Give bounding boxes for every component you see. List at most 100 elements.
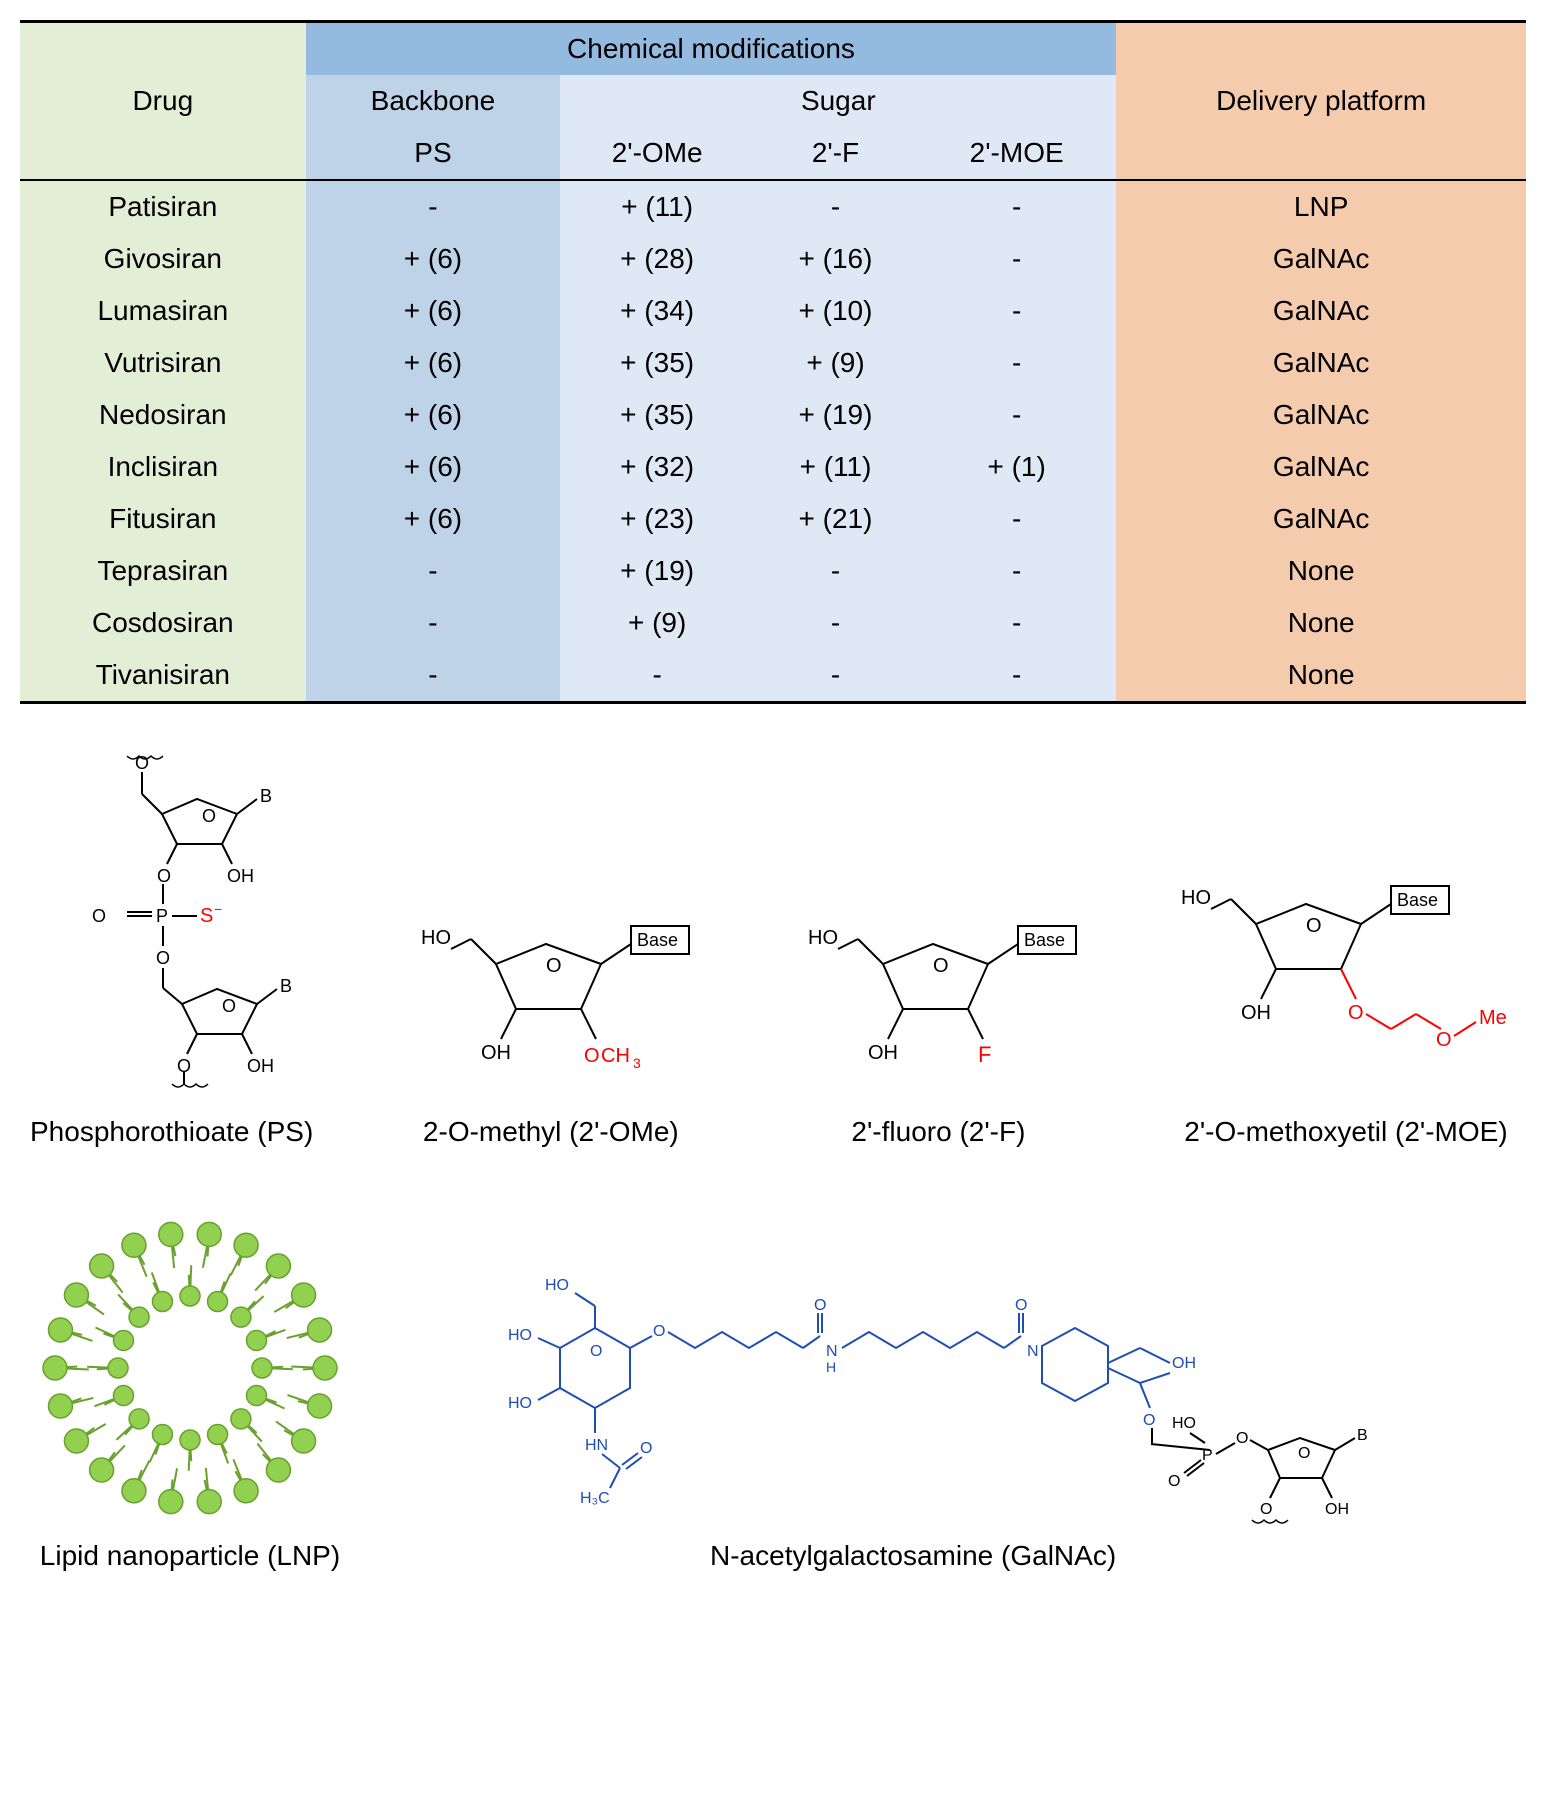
svg-text:O: O bbox=[1436, 1029, 1452, 1051]
svg-text:O: O bbox=[157, 866, 171, 886]
svg-text:OH: OH bbox=[1241, 1002, 1271, 1024]
cell-f: + (16) bbox=[754, 233, 917, 285]
svg-text:−: − bbox=[214, 901, 222, 917]
cell-delivery: GalNAc bbox=[1116, 233, 1526, 285]
subheader-ome: 2'-OMe bbox=[560, 127, 754, 180]
cell-moe: - bbox=[917, 649, 1116, 703]
ps-label: Phosphorothioate (PS) bbox=[30, 1116, 313, 1148]
table-row: Cosdosiran-+ (9)--None bbox=[20, 597, 1526, 649]
cell-moe: - bbox=[917, 233, 1116, 285]
modifications-table: Drug Chemical modifications Delivery pla… bbox=[20, 20, 1526, 704]
cell-f: + (11) bbox=[754, 441, 917, 493]
svg-text:B: B bbox=[1357, 1427, 1368, 1444]
header-chemical-modifications: Chemical modifications bbox=[306, 22, 1117, 76]
svg-text:O: O bbox=[1236, 1430, 1248, 1447]
cell-moe: - bbox=[917, 285, 1116, 337]
cell-drug: Nedosiran bbox=[20, 389, 306, 441]
cell-delivery: GalNAc bbox=[1116, 337, 1526, 389]
svg-text:B: B bbox=[260, 786, 272, 806]
subheader-f: 2'-F bbox=[754, 127, 917, 180]
ome-structure-icon: O HO Base OH O CH 3 bbox=[401, 854, 701, 1104]
cell-moe: + (1) bbox=[917, 441, 1116, 493]
cell-moe: - bbox=[917, 180, 1116, 233]
svg-text:O: O bbox=[1143, 1412, 1155, 1429]
table-row: Fitusiran+ (6)+ (23)+ (21)-GalNAc bbox=[20, 493, 1526, 545]
svg-text:O: O bbox=[1298, 1445, 1310, 1462]
cell-moe: - bbox=[917, 597, 1116, 649]
cell-drug: Patisiran bbox=[20, 180, 306, 233]
cell-delivery: LNP bbox=[1116, 180, 1526, 233]
subheader-ps: PS bbox=[306, 127, 561, 180]
svg-text:O: O bbox=[814, 1297, 826, 1314]
svg-text:H₃C: H₃C bbox=[580, 1490, 610, 1507]
header-drug: Drug bbox=[20, 22, 306, 181]
table-row: Teprasiran-+ (19)--None bbox=[20, 545, 1526, 597]
svg-text:O: O bbox=[202, 806, 216, 826]
cell-ome: + (11) bbox=[560, 180, 754, 233]
galnac-label: N-acetylgalactosamine (GalNAc) bbox=[710, 1540, 1116, 1572]
svg-text:HO: HO bbox=[808, 927, 838, 949]
f-label: 2'-fluoro (2'-F) bbox=[851, 1116, 1025, 1148]
cell-moe: - bbox=[917, 545, 1116, 597]
svg-text:OH: OH bbox=[481, 1042, 511, 1064]
header-sugar: Sugar bbox=[560, 75, 1116, 127]
svg-text:O: O bbox=[156, 948, 170, 968]
cell-ps: - bbox=[306, 545, 561, 597]
diagram-lnp: Lipid nanoparticle (LNP) bbox=[30, 1208, 350, 1572]
cell-drug: Inclisiran bbox=[20, 441, 306, 493]
subheader-moe: 2'-MOE bbox=[917, 127, 1116, 180]
cell-ome: + (35) bbox=[560, 337, 754, 389]
cell-f: + (21) bbox=[754, 493, 917, 545]
svg-text:N: N bbox=[826, 1343, 838, 1360]
svg-text:F: F bbox=[978, 1042, 991, 1067]
cell-drug: Lumasiran bbox=[20, 285, 306, 337]
cell-delivery: None bbox=[1116, 649, 1526, 703]
svg-text:HO: HO bbox=[1181, 887, 1211, 909]
cell-ome: + (32) bbox=[560, 441, 754, 493]
svg-text:OH: OH bbox=[1172, 1355, 1196, 1372]
table-row: Inclisiran+ (6)+ (32)+ (11)+ (1)GalNAc bbox=[20, 441, 1526, 493]
cell-ps: + (6) bbox=[306, 337, 561, 389]
cell-ome: + (23) bbox=[560, 493, 754, 545]
cell-ps: + (6) bbox=[306, 441, 561, 493]
ps-structure-icon: O O B OH O P O S − O bbox=[32, 744, 312, 1104]
ps-highlight: S bbox=[200, 905, 213, 927]
moe-label: 2'-O-methoxyetil (2'-MOE) bbox=[1184, 1116, 1507, 1148]
svg-text:HO: HO bbox=[421, 927, 451, 949]
cell-ps: + (6) bbox=[306, 493, 561, 545]
svg-text:OH: OH bbox=[1325, 1501, 1349, 1518]
diagram-ps: O O B OH O P O S − O bbox=[30, 744, 313, 1148]
cell-ps: - bbox=[306, 649, 561, 703]
svg-text:HN: HN bbox=[585, 1437, 608, 1454]
svg-text:OH: OH bbox=[227, 866, 254, 886]
svg-text:O: O bbox=[546, 955, 562, 977]
svg-text:HO: HO bbox=[545, 1277, 569, 1294]
cell-delivery: GalNAc bbox=[1116, 389, 1526, 441]
cell-drug: Tivanisiran bbox=[20, 649, 306, 703]
cell-moe: - bbox=[917, 389, 1116, 441]
table-row: Tivanisiran----None bbox=[20, 649, 1526, 703]
table-row: Nedosiran+ (6)+ (35)+ (19)-GalNAc bbox=[20, 389, 1526, 441]
cell-delivery: GalNAc bbox=[1116, 285, 1526, 337]
cell-ome: - bbox=[560, 649, 754, 703]
svg-text:Base: Base bbox=[1024, 930, 1065, 950]
svg-text:O: O bbox=[92, 906, 106, 926]
cell-delivery: GalNAc bbox=[1116, 493, 1526, 545]
svg-text:H: H bbox=[826, 1359, 836, 1375]
cell-ps: - bbox=[306, 180, 561, 233]
svg-text:O: O bbox=[590, 1343, 602, 1360]
svg-text:O: O bbox=[1015, 1297, 1027, 1314]
cell-ps: + (6) bbox=[306, 285, 561, 337]
cell-ps: + (6) bbox=[306, 233, 561, 285]
lnp-label: Lipid nanoparticle (LNP) bbox=[40, 1540, 340, 1572]
table-row: Vutrisiran+ (6)+ (35)+ (9)-GalNAc bbox=[20, 337, 1526, 389]
cell-moe: - bbox=[917, 337, 1116, 389]
cell-ome: + (19) bbox=[560, 545, 754, 597]
header-delivery: Delivery platform bbox=[1116, 22, 1526, 181]
table-row: Patisiran-+ (11)--LNP bbox=[20, 180, 1526, 233]
svg-text:HO: HO bbox=[508, 1327, 532, 1344]
lnp-icon bbox=[30, 1208, 350, 1528]
cell-f: + (10) bbox=[754, 285, 917, 337]
svg-text:P: P bbox=[156, 906, 168, 926]
svg-text:Base: Base bbox=[637, 930, 678, 950]
